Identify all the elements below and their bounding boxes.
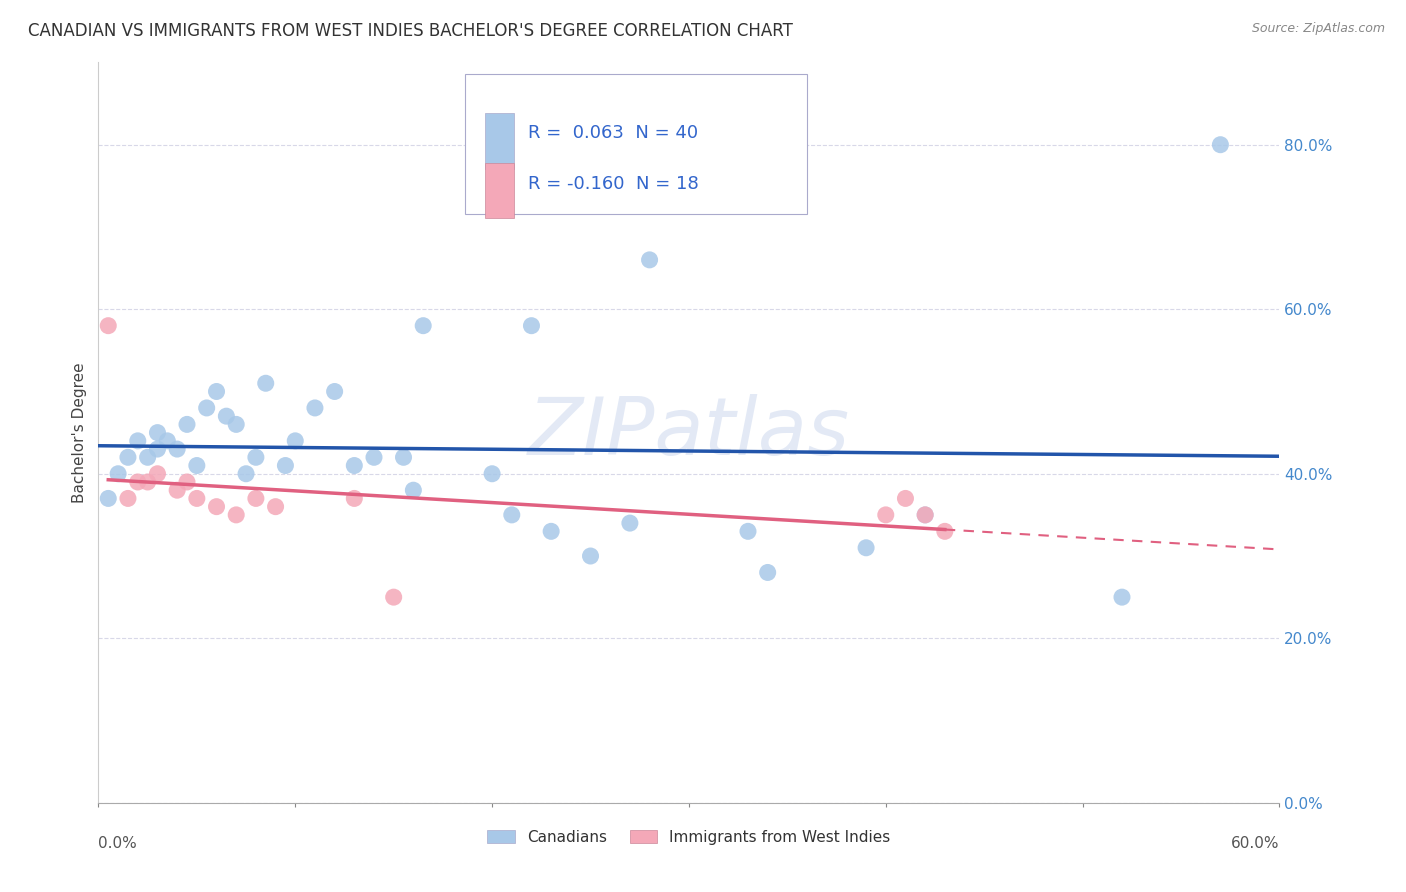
Point: [382, 590, 405, 604]
Point: [117, 491, 139, 506]
Point: [894, 491, 917, 506]
Point: [402, 483, 425, 498]
Point: [186, 458, 208, 473]
Point: [107, 467, 129, 481]
Point: [176, 417, 198, 432]
Point: [97, 491, 120, 506]
Point: [117, 450, 139, 465]
Text: R =  0.063  N = 40: R = 0.063 N = 40: [529, 124, 699, 142]
Point: [1111, 590, 1133, 604]
Point: [392, 450, 415, 465]
Text: 60.0%: 60.0%: [1232, 836, 1279, 851]
Point: [264, 500, 287, 514]
Point: [737, 524, 759, 539]
Point: [756, 566, 779, 580]
Point: [166, 483, 188, 498]
Point: [205, 384, 228, 399]
Point: [136, 450, 159, 465]
Text: ZIPatlas: ZIPatlas: [527, 393, 851, 472]
Point: [176, 475, 198, 489]
Text: 0.0%: 0.0%: [98, 836, 138, 851]
Point: [245, 450, 267, 465]
Point: [579, 549, 602, 563]
Point: [501, 508, 523, 522]
Point: [127, 475, 149, 489]
FancyBboxPatch shape: [464, 73, 807, 214]
Point: [245, 491, 267, 506]
Point: [195, 401, 218, 415]
Point: [97, 318, 120, 333]
Legend: Canadians, Immigrants from West Indies: Canadians, Immigrants from West Indies: [481, 823, 897, 851]
Point: [412, 318, 434, 333]
Point: [875, 508, 897, 522]
Point: [205, 500, 228, 514]
Point: [215, 409, 238, 424]
Y-axis label: Bachelor's Degree: Bachelor's Degree: [72, 362, 87, 503]
Point: [146, 442, 169, 456]
Point: [363, 450, 385, 465]
Point: [934, 524, 956, 539]
Point: [186, 491, 208, 506]
Bar: [485, 162, 515, 219]
Point: [136, 475, 159, 489]
Point: [343, 458, 366, 473]
Point: [914, 508, 936, 522]
Point: [146, 425, 169, 440]
Point: [1209, 137, 1232, 152]
Point: [914, 508, 936, 522]
Point: [235, 467, 257, 481]
Point: [284, 434, 307, 448]
Point: [274, 458, 297, 473]
Point: [146, 467, 169, 481]
Point: [619, 516, 641, 530]
Point: [520, 318, 543, 333]
Point: [638, 252, 661, 267]
Point: [540, 524, 562, 539]
Point: [127, 434, 149, 448]
Point: [156, 434, 179, 448]
Point: [855, 541, 877, 555]
Point: [323, 384, 346, 399]
Text: R = -0.160  N = 18: R = -0.160 N = 18: [529, 175, 699, 193]
Point: [225, 508, 247, 522]
Point: [225, 417, 247, 432]
Point: [481, 467, 503, 481]
Point: [254, 376, 277, 391]
Bar: [485, 113, 515, 169]
Text: CANADIAN VS IMMIGRANTS FROM WEST INDIES BACHELOR'S DEGREE CORRELATION CHART: CANADIAN VS IMMIGRANTS FROM WEST INDIES …: [28, 22, 793, 40]
Point: [304, 401, 326, 415]
Point: [343, 491, 366, 506]
Text: Source: ZipAtlas.com: Source: ZipAtlas.com: [1251, 22, 1385, 36]
Point: [166, 442, 188, 456]
